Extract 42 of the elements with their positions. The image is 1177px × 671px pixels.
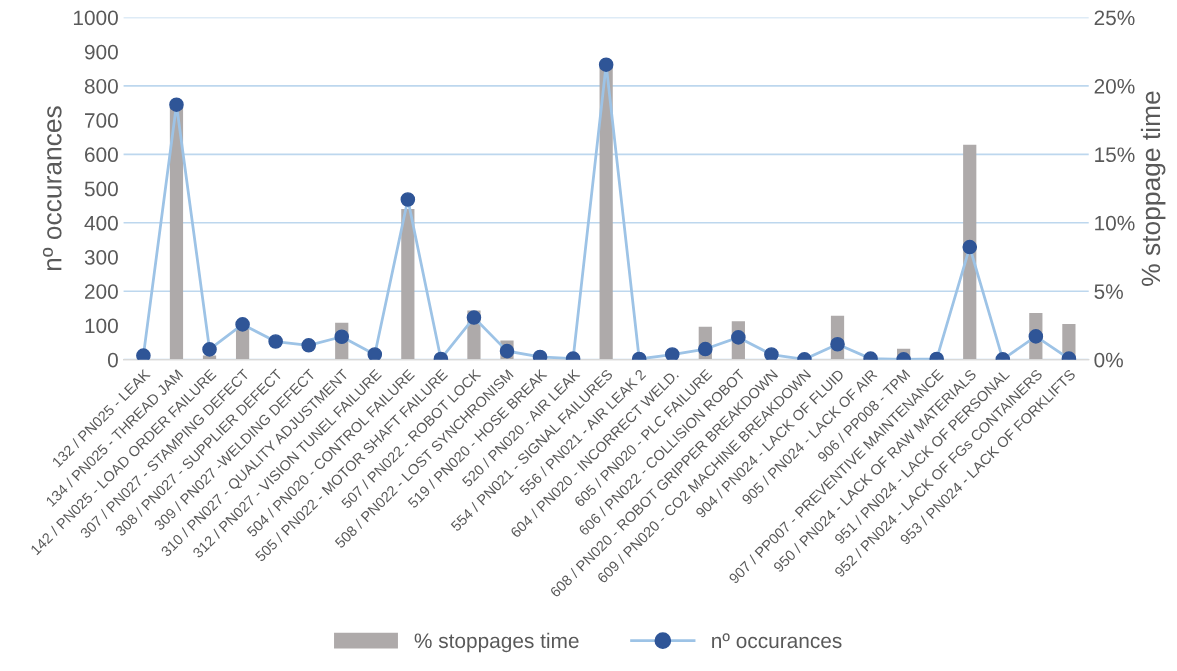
point	[598, 57, 614, 72]
point	[962, 239, 978, 255]
point	[698, 341, 713, 357]
y-tick-label: 300	[84, 249, 118, 265]
legend-label: nº occurances	[712, 633, 842, 649]
y2-tick-label: 20%	[1094, 78, 1135, 94]
y-tick-label: 600	[85, 147, 118, 163]
y2-tick-label: 0%	[1094, 352, 1123, 368]
y-axis-title: nº occurances	[42, 106, 62, 271]
y2-axis-title: % stoppage time	[1140, 91, 1166, 286]
point	[830, 336, 845, 352]
point	[301, 337, 316, 353]
point	[764, 347, 779, 360]
point	[466, 310, 482, 325]
y-tick-label: 800	[84, 78, 118, 94]
y-tick-label: 0	[107, 352, 118, 368]
y2-tick-label: 10%	[1095, 215, 1135, 231]
y-tick-label: 400	[84, 215, 118, 231]
point	[136, 348, 151, 360]
y-tick-label: 500	[84, 181, 118, 197]
bar	[401, 209, 415, 360]
y2-tick-label: 25%	[1094, 10, 1135, 26]
point	[268, 334, 283, 349]
point	[731, 330, 746, 345]
point	[334, 329, 350, 345]
y-tick-label: 200	[85, 284, 118, 299]
point	[400, 192, 416, 207]
point	[202, 342, 217, 357]
point	[235, 317, 250, 332]
y-tick-label: 900	[84, 44, 118, 60]
point	[367, 347, 383, 360]
y-tick-label: 100	[85, 318, 118, 334]
point	[664, 347, 680, 360]
point	[1028, 329, 1044, 344]
y-tick-label: 1000	[73, 10, 118, 26]
bar	[599, 68, 613, 360]
legend-label: % stoppages time	[414, 632, 579, 653]
point	[169, 97, 184, 113]
y2-tick-label: 5%	[1094, 284, 1123, 299]
y2-tick-label: 15%	[1095, 147, 1135, 163]
bar	[169, 107, 184, 360]
y-tick-label: 700	[85, 113, 118, 128]
